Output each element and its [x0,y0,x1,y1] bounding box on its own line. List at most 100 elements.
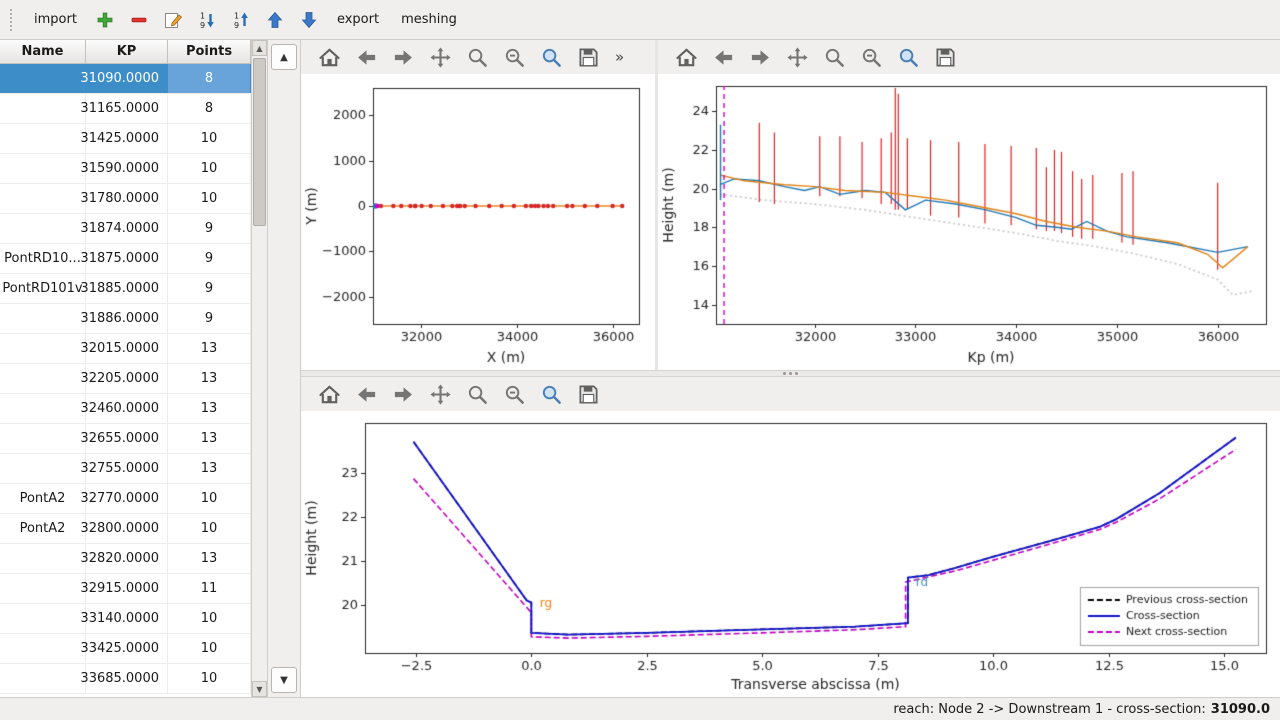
table-scrollbar[interactable]: ▲ ▼ [252,40,268,697]
save-button[interactable] [931,43,959,71]
cell-kp: 32770.0000 [80,484,168,513]
cell-name [0,124,86,153]
table-row[interactable]: 32460.0000 13 [0,394,251,424]
zoom-button[interactable] [463,43,491,71]
table-row[interactable]: PontA2 32800.0000 10 [0,514,251,544]
home-button[interactable] [315,380,343,408]
scrollbar-track[interactable] [252,56,267,681]
zoom-out-button[interactable] [857,43,885,71]
forward-button[interactable] [389,43,417,71]
cell-kp: 32820.0000 [80,544,168,573]
scrollbar-down-button[interactable]: ▼ [252,681,267,697]
zoom-rect-button[interactable] [537,380,565,408]
back-icon [357,49,375,65]
cell-kp: 32655.0000 [80,424,168,453]
cell-kp: 31425.0000 [80,124,168,153]
cross-sections-table-panel: Name KP Points 31090.0000 8 31165.0000 8… [0,40,252,697]
forward-icon [394,386,412,402]
zoom-out-icon [505,48,524,67]
table-row[interactable]: PontRD101v 31885.0000 9 [0,274,251,304]
table-row[interactable]: 32205.0000 13 [0,364,251,394]
forward-button[interactable] [746,43,774,71]
save-icon [935,47,955,67]
table-row[interactable]: 32820.0000 13 [0,544,251,574]
down-triangle-icon: ▼ [280,674,288,686]
zoom-rect-button[interactable] [537,43,565,71]
home-icon [318,384,340,403]
zoom-button[interactable] [820,43,848,71]
table-row[interactable]: 32915.0000 11 [0,574,251,604]
main-area: Name KP Points 31090.0000 8 31165.0000 8… [0,40,1280,697]
home-button[interactable] [672,43,700,71]
table-row[interactable]: 33140.0000 10 [0,604,251,634]
zoom-out-button[interactable] [500,43,528,71]
toolbar-drag-handle[interactable] [10,8,16,31]
section-up-button[interactable]: ▲ [271,44,297,70]
home-icon [675,47,697,66]
table-row[interactable]: 31874.0000 9 [0,214,251,244]
table-row[interactable]: 33425.0000 10 [0,634,251,664]
minus-icon [131,17,147,22]
column-header-name[interactable]: Name [0,40,86,63]
save-button[interactable] [574,380,602,408]
pan-button[interactable] [426,43,454,71]
scrollbar-thumb[interactable] [253,58,266,226]
back-button[interactable] [352,43,380,71]
cell-points: 10 [168,634,251,663]
back-button[interactable] [352,380,380,408]
table-row[interactable]: 31165.0000 8 [0,94,251,124]
move-up-button[interactable] [261,6,289,34]
pan-button[interactable] [783,43,811,71]
cross-section-canvas[interactable] [301,411,1280,697]
remove-section-button[interactable] [125,6,153,34]
long-profile-canvas[interactable] [658,74,1280,370]
zoom-rect-button[interactable] [894,43,922,71]
cell-kp: 32915.0000 [80,574,168,603]
forward-icon [394,49,412,65]
zoom-button[interactable] [463,380,491,408]
column-header-points[interactable]: Points [168,40,251,63]
forward-button[interactable] [389,380,417,408]
import-button[interactable]: import [26,8,85,31]
table-row[interactable]: 31590.0000 10 [0,154,251,184]
sort-ascending-button[interactable]: 1 9 [193,6,221,34]
table-row[interactable]: PontRD10... 31875.0000 9 [0,244,251,274]
back-button[interactable] [709,43,737,71]
scrollbar-up-button[interactable]: ▲ [252,40,267,56]
cell-name: PontRD10... [0,244,86,273]
add-section-button[interactable] [91,6,119,34]
table-row[interactable]: 32655.0000 13 [0,424,251,454]
table-row[interactable]: PontA2 32770.0000 10 [0,484,251,514]
section-down-button[interactable]: ▼ [271,667,297,693]
zoom-out-button[interactable] [500,380,528,408]
edit-section-button[interactable] [159,6,187,34]
cell-name [0,544,86,573]
export-button[interactable]: export [329,8,387,31]
home-button[interactable] [315,43,343,71]
plan-view-canvas[interactable] [301,74,655,370]
status-reach-text: reach: Node 2 -> Downstream 1 - cross-se… [893,701,1206,717]
back-icon [714,49,732,65]
zoom-out-icon [505,385,524,404]
cell-points: 8 [168,94,251,123]
table-row[interactable]: 31090.0000 8 [0,64,251,94]
table-body: 31090.0000 8 31165.0000 8 31425.0000 10 … [0,64,251,697]
table-row[interactable]: 32015.0000 13 [0,334,251,364]
sort-descending-button[interactable]: 1 9 [227,6,255,34]
table-row[interactable]: 31425.0000 10 [0,124,251,154]
column-header-kp[interactable]: KP [86,40,168,63]
table-row[interactable]: 32755.0000 13 [0,454,251,484]
cell-name [0,454,86,483]
plan-view-toolbar: » [301,40,655,74]
toolbar-overflow-chevron[interactable]: » [615,48,625,66]
table-row[interactable]: 31886.0000 9 [0,304,251,334]
move-down-button[interactable] [295,6,323,34]
save-button[interactable] [574,43,602,71]
table-row[interactable]: 31780.0000 10 [0,184,251,214]
long-profile-toolbar [658,40,1280,74]
horizontal-splitter[interactable] [301,370,1280,377]
cell-kp: 32205.0000 [80,364,168,393]
table-row[interactable]: 33685.0000 10 [0,664,251,694]
meshing-button[interactable]: meshing [393,8,465,31]
pan-button[interactable] [426,380,454,408]
